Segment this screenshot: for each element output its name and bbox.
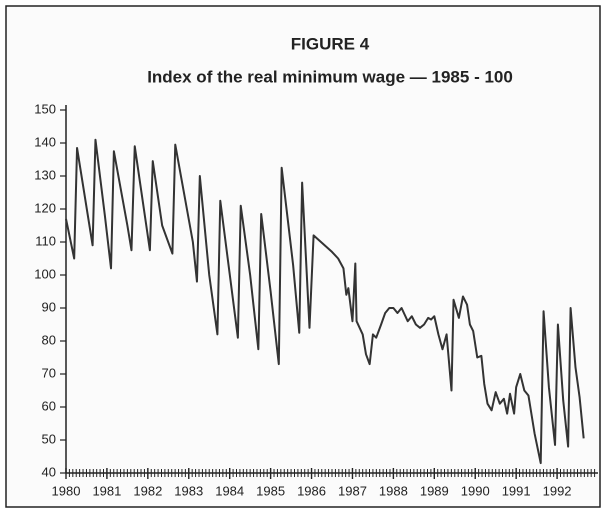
- frame: [5, 5, 601, 508]
- x-tick-label: 1991: [502, 483, 531, 498]
- x-tick-label: 1990: [461, 483, 490, 498]
- x-tick-label: 1985: [256, 483, 285, 498]
- x-tick-label: 1980: [52, 483, 81, 498]
- y-tick-label: 100: [34, 266, 56, 281]
- x-tick-label: 1983: [174, 483, 203, 498]
- y-tick-label: 110: [35, 233, 56, 248]
- y-tick-label: 40: [42, 464, 56, 479]
- x-tick-label: 1989: [420, 483, 449, 498]
- x-tick-label: 1987: [338, 483, 367, 498]
- x-tick-label: 1984: [215, 483, 244, 498]
- chart-title: FIGURE 4: [291, 34, 370, 53]
- x-tick-label: 1988: [379, 483, 408, 498]
- y-tick-label: 140: [34, 134, 56, 149]
- x-tick-label: 1982: [133, 483, 162, 498]
- chart-subtitle: Index of the real minimum wage — 1985 - …: [147, 67, 513, 86]
- y-tick-label: 70: [42, 365, 56, 380]
- y-tick-label: 60: [42, 398, 56, 413]
- y-tick-label: 150: [34, 101, 56, 116]
- y-tick-label: 80: [42, 332, 56, 347]
- data-line: [65, 138, 585, 465]
- x-tick-label: 1986: [297, 483, 326, 498]
- y-tick-label: 50: [42, 431, 56, 446]
- x-tick-label: 1981: [92, 483, 121, 498]
- y-tick-label: 90: [42, 299, 56, 314]
- x-tick-label: 1992: [543, 483, 572, 498]
- y-tick-label: 130: [34, 167, 56, 182]
- y-tick-label: 120: [34, 200, 56, 215]
